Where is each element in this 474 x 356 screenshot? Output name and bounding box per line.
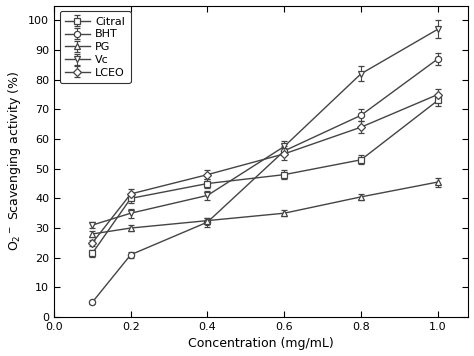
Y-axis label: O$_2$$^-$ Scavenging activity (%): O$_2$$^-$ Scavenging activity (%) [6, 71, 23, 251]
Legend: Citral, BHT, PG, Vc, LCEO: Citral, BHT, PG, Vc, LCEO [60, 11, 130, 83]
X-axis label: Concentration (mg/mL): Concentration (mg/mL) [188, 337, 334, 350]
